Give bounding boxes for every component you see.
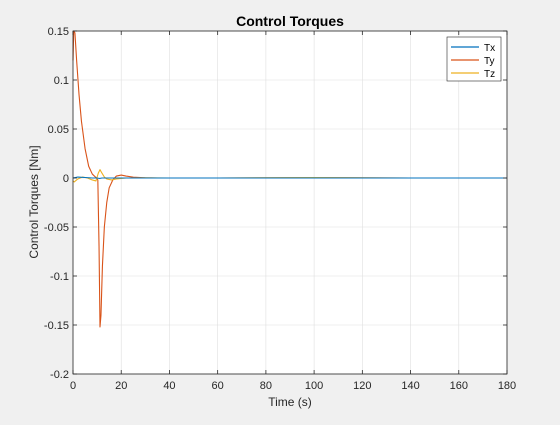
x-tick-label: 120 bbox=[353, 380, 371, 392]
legend-label-tx: Tx bbox=[484, 43, 495, 54]
x-tick-label: 0 bbox=[70, 380, 76, 392]
plot-area bbox=[73, 31, 507, 374]
x-axis-label: Time (s) bbox=[268, 395, 312, 409]
legend-label-ty: Ty bbox=[484, 56, 495, 67]
y-tick-label: -0.2 bbox=[50, 369, 69, 381]
y-axis-label: Control Torques [Nm] bbox=[27, 145, 41, 258]
y-tick-label: 0.05 bbox=[48, 124, 69, 136]
x-tick-label: 180 bbox=[498, 380, 516, 392]
y-tick-label: 0.15 bbox=[48, 26, 69, 38]
x-tick-label: 100 bbox=[305, 380, 323, 392]
y-tick-label: 0.1 bbox=[54, 75, 69, 87]
x-tick-label: 160 bbox=[450, 380, 468, 392]
x-tick-label: 40 bbox=[163, 380, 175, 392]
y-tick-label: -0.1 bbox=[50, 271, 69, 283]
chart-title: Control Torques bbox=[236, 13, 344, 29]
legend-label-tz: Tz bbox=[484, 69, 495, 80]
y-tick-label: 0 bbox=[63, 173, 69, 185]
x-tick-label: 60 bbox=[212, 380, 224, 392]
x-tick-label: 140 bbox=[401, 380, 419, 392]
y-tick-label: -0.05 bbox=[44, 222, 69, 234]
x-tick-label: 20 bbox=[115, 380, 127, 392]
y-tick-label: -0.15 bbox=[44, 320, 69, 332]
legend: Tx Ty Tz bbox=[447, 37, 501, 81]
x-tick-label: 80 bbox=[260, 380, 272, 392]
